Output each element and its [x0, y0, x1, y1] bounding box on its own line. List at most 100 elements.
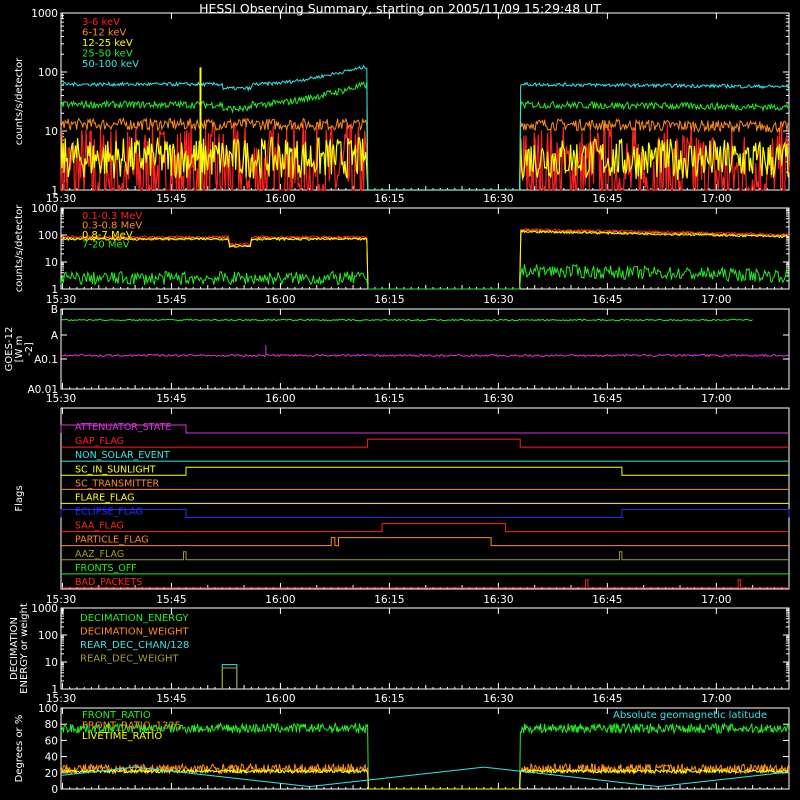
series-line-7-20-mev — [60, 263, 790, 290]
time-tick-label: 17:00 — [701, 294, 731, 306]
legend-entry: DECIMATION_WEIGHT — [80, 627, 189, 638]
ratio-line-3 — [60, 766, 790, 788]
legend-entry: FRONT_RATIO_1225 — [82, 721, 181, 732]
flag-label: SC_IN_SUNLIGHT — [75, 464, 156, 475]
legend-entry: 7-20 MeV — [82, 240, 130, 251]
y-tick-label: 10 — [45, 257, 58, 269]
flag-label: SAA_FLAG — [75, 521, 124, 532]
flag-label: BAD_PACKETS — [75, 577, 142, 588]
panel-frame-5 — [60, 607, 790, 690]
legend-entry: 50-100 keV — [82, 59, 139, 70]
legend-entry: 0.1-0.3 MeV — [82, 211, 142, 222]
flag-line-sc-in-sunlight — [61, 466, 789, 476]
time-tick-label: 16:15 — [374, 193, 404, 205]
time-tick-label: 15:45 — [156, 294, 186, 306]
y-tick-label: 10 — [45, 126, 58, 138]
time-tick-label: 16:00 — [265, 693, 295, 705]
legend-entry: 12-25 keV — [82, 38, 133, 49]
flag-line-aaz-flag — [61, 551, 789, 561]
time-tick-label: 15:45 — [156, 393, 186, 405]
flag-label: PARTICLE_FLAG — [75, 535, 148, 546]
flag-label: FRONTS_OFF — [75, 563, 137, 574]
time-tick-label: 15:30 — [46, 594, 76, 606]
y-tick-label: A — [51, 330, 59, 342]
y-tick-label: 20 — [45, 768, 58, 780]
time-tick-label: 16:45 — [592, 393, 622, 405]
time-tick-label: 15:45 — [156, 693, 186, 705]
y-tick-label: B — [51, 304, 58, 316]
y-tick-label: 0 — [51, 784, 58, 796]
time-tick-label: 16:15 — [374, 594, 404, 606]
time-tick-label: 16:45 — [592, 693, 622, 705]
time-tick-label: 16:45 — [592, 294, 622, 306]
y-axis-label-1: counts/s/detector — [14, 57, 25, 145]
time-tick-label: 17:00 — [701, 393, 731, 405]
y-tick-label: 60 — [45, 735, 58, 747]
flag-label: ATTENUATOR_STATE — [75, 422, 171, 433]
y-tick-label: 40 — [45, 752, 58, 764]
time-tick-label: 17:00 — [701, 594, 731, 606]
y-axis-label-4: Flags — [14, 485, 25, 511]
flag-line-eclipse-flag — [60, 509, 790, 518]
y-axis-label-3: GOES-12 [W m -2] — [4, 327, 35, 372]
time-tick-label: 16:30 — [483, 594, 513, 606]
goes-short-line — [60, 353, 790, 358]
y-axis-label: Flags — [14, 485, 25, 511]
y-tick-label: 100 — [38, 67, 58, 79]
legend-entry: REAR_DEC_CHAN/128 — [80, 640, 189, 651]
time-tick-label: 16:30 — [483, 294, 513, 306]
y-axis-label-line: DECIMATION — [9, 617, 20, 680]
decimation-pulse — [221, 667, 238, 689]
series-line-0-8-7-mev — [60, 229, 790, 290]
series-line-50-100-kev — [60, 64, 790, 191]
time-tick-label: 16:15 — [374, 393, 404, 405]
flag-label: AAZ_FLAG — [75, 549, 124, 560]
y-tick-label: 100 — [38, 230, 58, 242]
time-tick-label: 16:00 — [265, 193, 295, 205]
y-tick-label: A0.1 — [34, 354, 58, 366]
time-tick-label: 15:30 — [46, 294, 76, 306]
y-tick-label: 100 — [38, 703, 58, 715]
y-tick-label: A0.01 — [27, 384, 58, 396]
legend-entry: 0.3-0.8 MeV — [82, 221, 142, 232]
y-tick-label: 1000 — [31, 603, 58, 615]
panel-frame-4 — [60, 407, 790, 590]
time-tick-label: 16:15 — [374, 693, 404, 705]
flag-line-gap-flag — [61, 438, 789, 448]
time-tick-label: 16:30 — [483, 193, 513, 205]
ratio-line-2 — [60, 767, 790, 790]
y-tick-label: 10 — [45, 657, 58, 669]
legend-entry: LIVETIME_RATIO — [82, 731, 162, 742]
y-axis-label: counts/s/detector — [14, 204, 25, 292]
goes-long-line — [60, 318, 753, 322]
time-tick-label: 16:30 — [483, 693, 513, 705]
flag-label: NON_SOLAR_EVENT — [75, 450, 170, 461]
time-tick-label: 16:00 — [265, 393, 295, 405]
time-tick-label: 17:00 — [701, 693, 731, 705]
time-tick-label: 16:45 — [592, 193, 622, 205]
y-tick-label: 100 — [38, 630, 58, 642]
legend-entry: 6-12 keV — [82, 28, 126, 39]
y-tick-label: 1000 — [31, 203, 58, 215]
legend-entry: 25-50 keV — [82, 49, 133, 60]
ratio-line-0 — [60, 721, 790, 790]
legend-entry: 0.8-7 MeV — [82, 230, 133, 241]
time-tick-label: 16:00 — [265, 594, 295, 606]
time-tick-label: 15:30 — [46, 393, 76, 405]
y-axis-label-2: counts/s/detector — [14, 204, 25, 292]
legend-entry: REAR_DEC_WEIGHT — [80, 654, 179, 665]
panels: 15:30 15:45 16:00 16:15 16:30 16:45 17:00 15:30… — [4, 8, 790, 796]
legend-entry: 3-6 keV — [82, 17, 120, 28]
flag-line-saa-flag — [61, 523, 789, 533]
panel-frame-3 — [60, 308, 790, 390]
y-axis-label: Degrees or % — [14, 715, 25, 783]
y-tick-label: 1000 — [31, 8, 58, 20]
y-axis-label-line: GOES-12 — [4, 327, 15, 372]
y-axis-label: counts/s/detector — [14, 57, 25, 145]
y-axis-label-line: [W m — [14, 336, 25, 363]
y-tick-label: 1 — [51, 684, 58, 696]
flag-line-bad-packets — [61, 579, 789, 589]
time-tick-label: 16:15 — [374, 294, 404, 306]
flag-label: ECLIPSE_FLAG — [75, 507, 143, 518]
